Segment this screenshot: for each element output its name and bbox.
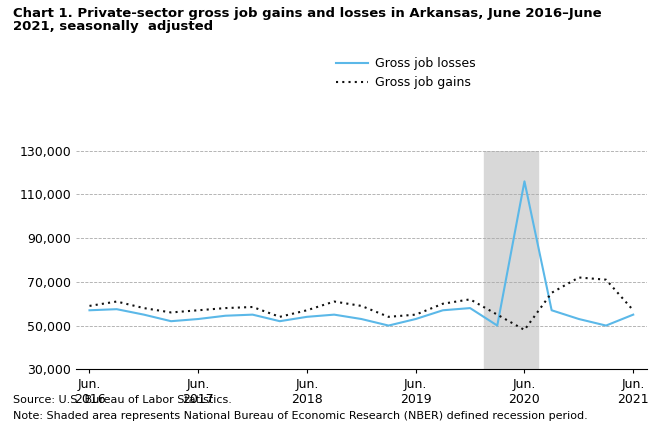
Text: Note: Shaded area represents National Bureau of Economic Research (NBER) defined: Note: Shaded area represents National Bu… xyxy=(13,411,588,421)
Text: 2021, seasonally  adjusted: 2021, seasonally adjusted xyxy=(13,20,213,33)
Legend: Gross job losses, Gross job gains: Gross job losses, Gross job gains xyxy=(331,52,480,94)
Text: Source: U.S. Bureau of Labor Statistics.: Source: U.S. Bureau of Labor Statistics. xyxy=(13,395,232,406)
Bar xyxy=(484,151,538,369)
Text: Chart 1. Private-sector gross job gains and losses in Arkansas, June 2016–June: Chart 1. Private-sector gross job gains … xyxy=(13,7,602,20)
